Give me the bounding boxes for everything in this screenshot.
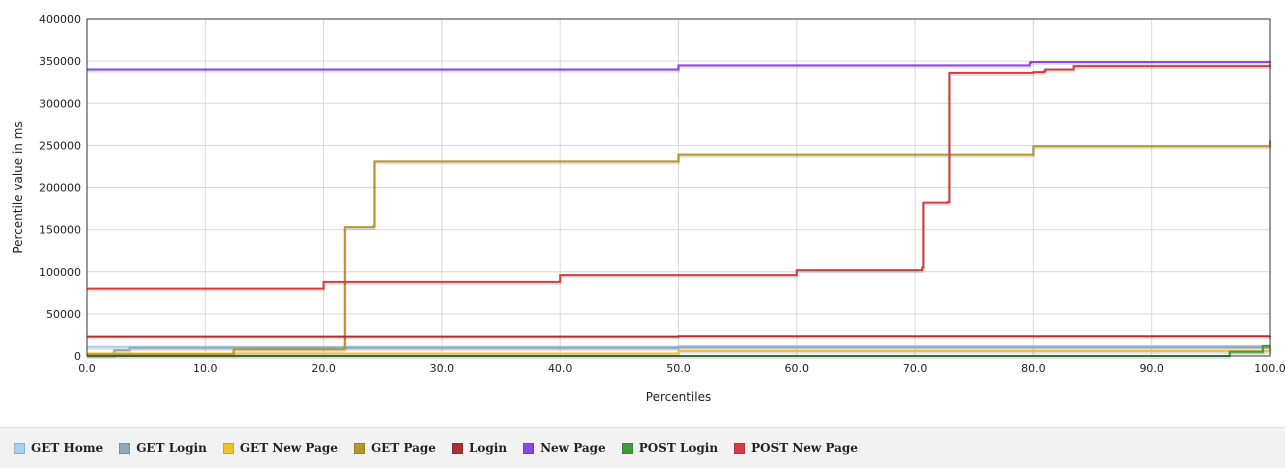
y-tick-label: 200000 (39, 182, 81, 195)
x-tick-label: 0.0 (78, 362, 96, 375)
legend-item-login[interactable]: Login (451, 441, 508, 455)
series-line-new-page (87, 60, 1271, 71)
legend-swatch (523, 442, 535, 454)
y-axis-ticks: 0 50000 100000 150000 200000 250000 300000 3500… (39, 13, 81, 363)
x-tick-label: 60.0 (785, 362, 810, 375)
y-tick-label: 300000 (39, 97, 81, 110)
y-tick-label: 250000 (39, 139, 81, 152)
legend-label: GET Login (136, 441, 207, 455)
legend-item-get-login[interactable]: GET Login (119, 441, 207, 455)
line-chart: 0 50000 100000 150000 200000 250000 300000 3500… (11, 13, 1285, 404)
y-tick-label: 50000 (46, 308, 81, 321)
legend-item-new-page[interactable]: New Page (523, 441, 606, 455)
series-line-login (87, 335, 1271, 338)
legend-label: GET New Page (239, 441, 338, 455)
legend-item-post-new-page[interactable]: POST New Page (734, 441, 858, 455)
y-tick-label: 100000 (39, 266, 81, 279)
x-tick-label: 70.0 (903, 362, 928, 375)
x-tick-label: 80.0 (1021, 362, 1046, 375)
legend-swatch (14, 442, 25, 454)
series-line-post-new-page (87, 64, 1271, 290)
legend-label: POST New Page (751, 441, 858, 455)
legend-swatch (734, 442, 746, 454)
legend-label: POST Login (638, 441, 719, 455)
legend-label: Login (468, 441, 508, 455)
legend-item-get-page[interactable]: GET Page (353, 441, 436, 455)
x-axis-ticks: 0.0 10.0 20.0 30.0 40.0 50.0 60.0 70.0 80.0 90.0 1… (78, 362, 1285, 375)
legend-item-post-login[interactable]: POST Login (621, 441, 719, 455)
x-tick-label: 20.0 (311, 362, 336, 375)
legend-swatch (621, 442, 633, 454)
legend-label: GET Home (31, 441, 104, 455)
chart-legend: GET Home GET Login GET New Page GET Page Log… (0, 427, 1285, 468)
y-tick-label: 350000 (39, 55, 81, 68)
legend-item-get-home[interactable]: GET Home (14, 441, 103, 455)
y-axis-title: Percentile value in ms (11, 121, 25, 253)
x-tick-label: 10.0 (193, 362, 218, 375)
x-tick-label: 30.0 (430, 362, 455, 375)
x-tick-label: 90.0 (1139, 362, 1164, 375)
legend-swatch (451, 442, 463, 454)
legend-label: New Page (540, 441, 606, 455)
series-line-get-page (87, 140, 1271, 356)
legend-item-get-new-page[interactable]: GET New Page (222, 441, 338, 455)
x-tick-label: 50.0 (666, 362, 691, 375)
plot-frame (86, 18, 1271, 357)
y-tick-label: 0 (74, 350, 81, 363)
y-tick-label: 150000 (39, 224, 81, 237)
x-tick-label: 100.0 (1254, 362, 1285, 375)
x-tick-label: 40.0 (548, 362, 573, 375)
x-axis-title: Percentiles (646, 390, 711, 404)
legend-swatch (119, 442, 131, 454)
legend-swatch (353, 442, 365, 454)
legend-label: GET Page (370, 441, 436, 455)
y-tick-label: 400000 (39, 13, 81, 26)
legend-swatch (222, 442, 234, 454)
